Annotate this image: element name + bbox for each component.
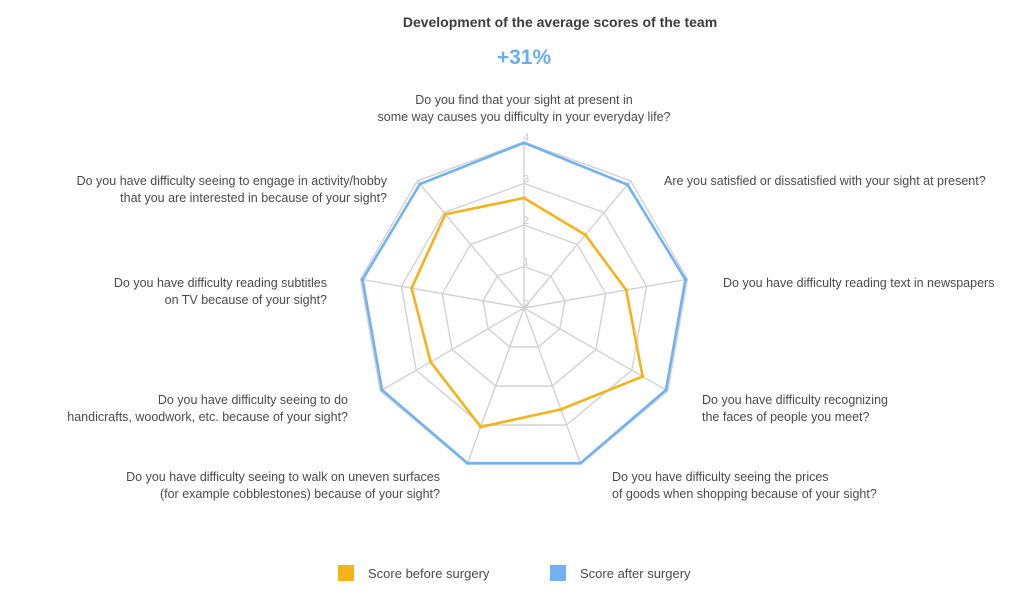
tick-label-3: 3 [523, 174, 529, 186]
series-line-2 [361, 141, 687, 465]
axis-label-7-line-1: Do you have difficulty seeing to do [158, 393, 348, 407]
series-1-point-5 [559, 407, 563, 411]
grid-ring-3 [400, 182, 648, 426]
series-1-point-8 [410, 286, 414, 290]
axis-label-9-line-1: Do you have difficulty seeing to engage … [77, 174, 388, 188]
grid-spoke-8 [360, 278, 525, 309]
axis-label-1-line-1: Do you find that your sight at present i… [415, 93, 633, 107]
legend-item-before[interactable]: Score before surgery [338, 565, 489, 581]
axis-label-8-line-2: on TV because of your sight? [165, 293, 327, 307]
axis-label-7-line-2: handicrafts, woodwork, etc. because of y… [67, 410, 348, 424]
series-2-point-4 [664, 388, 668, 392]
tick-label-0: 0 [523, 298, 529, 310]
axis-label-4-line-1: Do you have difficulty recognizing [702, 393, 888, 407]
grid-ring-2 [441, 224, 607, 387]
grid-spoke-7 [379, 307, 525, 392]
axis-label-6-line-1: Do you have difficulty seeing to walk on… [126, 470, 440, 484]
axis-label-3-line-1: Do you have difficulty reading text in n… [723, 276, 994, 290]
grid-spoke-4 [523, 307, 669, 392]
series-2-point-7 [380, 388, 384, 392]
axis-label-8-line-1: Do you have difficulty reading subtitles [114, 276, 327, 290]
chart-title: Development of the average scores of the… [402, 14, 718, 30]
series-1-point-1 [522, 196, 526, 200]
axis-label-9-line-2: that you are interested in because of yo… [120, 191, 387, 205]
tick-label-1: 1 [523, 257, 529, 269]
grid-ring-1 [482, 265, 566, 348]
series-2-point-6 [465, 461, 470, 465]
grid-spoke-2 [523, 180, 632, 309]
axis-label-4-line-2: the faces of people you meet? [702, 410, 870, 424]
legend-label-after: Score after surgery [580, 565, 691, 581]
series-1-point-3 [624, 288, 628, 292]
series-line-1 [410, 196, 645, 429]
axis-label-5-line-1: Do you have difficulty seeing the prices [612, 470, 829, 484]
series-1-point-2 [583, 233, 587, 237]
legend-label-before: Score before surgery [368, 565, 490, 581]
axis-label-1-line-2: some way causes you difficulty in your e… [378, 110, 671, 124]
legend-swatch-after [550, 565, 566, 581]
tick-label-4: 4 [523, 132, 529, 144]
series-2-point-3 [683, 277, 688, 282]
series-2-point-1 [522, 141, 526, 145]
series-2-point-8 [360, 277, 365, 282]
grid-spoke-5 [523, 307, 582, 465]
legend-swatch-before [338, 565, 354, 581]
series-2-point-2 [625, 183, 630, 187]
series-1-point-4 [641, 374, 645, 379]
axis-label-6-line-2: (for example cobblestones) because of yo… [160, 487, 440, 501]
grid-spoke-3 [523, 278, 688, 309]
tick-label-2: 2 [523, 215, 529, 227]
grid-spoke-6 [466, 307, 525, 465]
series-1-point-7 [428, 360, 433, 364]
axis-label-2-line-1: Are you satisfied or dissatisfied with y… [664, 174, 986, 188]
series-1-point-6 [479, 425, 483, 429]
legend-item-after[interactable]: Score after surgery [550, 565, 691, 581]
series-2-point-5 [578, 461, 583, 465]
grid-spoke-9 [416, 180, 525, 309]
axis-label-5-line-2: of goods when shopping because of your s… [612, 487, 877, 501]
series-2-point-9 [418, 182, 422, 186]
improvement-percentage: +31% [496, 46, 552, 69]
series-1-point-9 [443, 212, 447, 216]
